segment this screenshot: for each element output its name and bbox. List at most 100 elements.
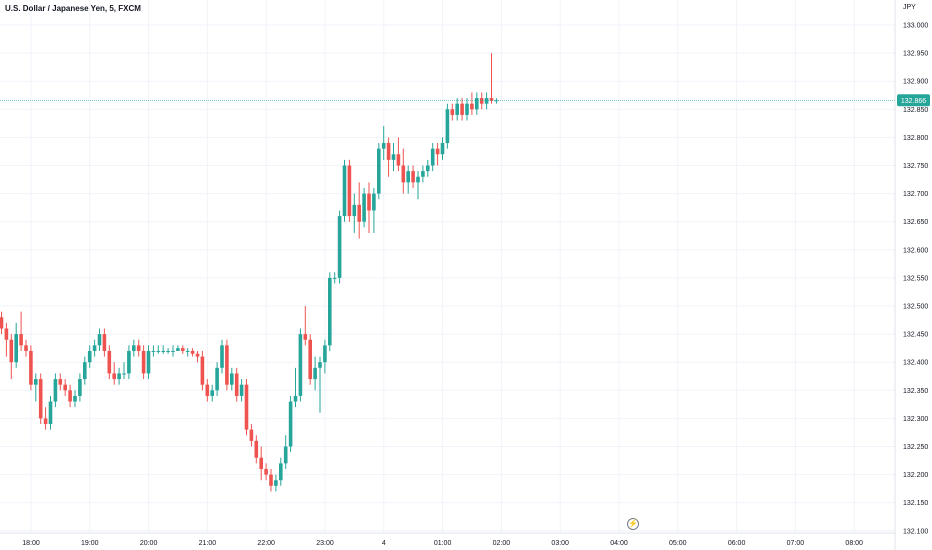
candle[interactable] <box>53 373 58 408</box>
candle[interactable] <box>264 463 268 481</box>
candle[interactable] <box>244 379 249 436</box>
candle[interactable] <box>411 165 415 188</box>
candle[interactable] <box>381 126 386 160</box>
candle[interactable] <box>9 334 14 380</box>
candle[interactable] <box>274 474 278 492</box>
candle[interactable] <box>489 53 494 104</box>
candle[interactable] <box>38 373 43 425</box>
candle[interactable] <box>416 171 420 200</box>
candle[interactable] <box>445 103 450 149</box>
candle[interactable] <box>396 137 401 172</box>
candle[interactable] <box>83 356 87 385</box>
candle[interactable] <box>102 328 107 357</box>
candle[interactable] <box>200 350 205 391</box>
candle[interactable] <box>195 350 200 363</box>
candle[interactable] <box>141 345 146 380</box>
candle[interactable] <box>332 272 337 284</box>
candle[interactable] <box>484 92 489 110</box>
candle[interactable] <box>362 187 366 228</box>
candle[interactable] <box>435 143 440 166</box>
candle[interactable] <box>288 395 293 453</box>
time-axis[interactable]: 18:00 19:00 20:00 21:00 22:00 23:00 4 01:00 02:0… <box>22 540 863 547</box>
candle[interactable] <box>293 367 298 408</box>
candle[interactable] <box>112 362 116 385</box>
flash-icon[interactable]: ⚡ <box>627 518 639 530</box>
candle[interactable] <box>0 311 4 335</box>
candle[interactable] <box>479 92 484 110</box>
candle[interactable] <box>318 356 322 413</box>
candle[interactable] <box>308 334 312 385</box>
candle[interactable] <box>337 210 342 284</box>
candle[interactable] <box>269 468 273 492</box>
candle[interactable] <box>406 165 410 194</box>
candle[interactable] <box>181 345 185 354</box>
candle[interactable] <box>372 187 376 233</box>
candles[interactable] <box>0 53 499 492</box>
candle[interactable] <box>313 356 317 391</box>
candle[interactable] <box>328 272 332 351</box>
candle[interactable] <box>132 339 136 357</box>
candle[interactable] <box>475 92 479 115</box>
candle[interactable] <box>249 424 254 447</box>
candle[interactable] <box>151 345 156 357</box>
candle[interactable] <box>176 345 180 351</box>
candle[interactable] <box>494 98 499 104</box>
candle[interactable] <box>401 148 406 194</box>
candle[interactable] <box>460 98 464 121</box>
candle[interactable] <box>254 435 259 464</box>
candle[interactable] <box>279 457 283 486</box>
candle[interactable] <box>146 345 151 380</box>
candle[interactable] <box>283 435 288 469</box>
candle[interactable] <box>421 165 425 183</box>
candle[interactable] <box>63 379 67 396</box>
candle[interactable] <box>259 446 263 481</box>
candle[interactable] <box>391 143 396 172</box>
candle[interactable] <box>24 339 28 357</box>
candle[interactable] <box>450 103 455 121</box>
candle[interactable] <box>73 390 77 408</box>
candle[interactable] <box>48 395 53 430</box>
candle[interactable] <box>465 98 469 121</box>
price-axis[interactable]: 133.000 132.950 132.900 132.850 132.800 132.7… <box>903 23 928 536</box>
candle[interactable] <box>298 328 303 402</box>
candle[interactable] <box>225 339 229 391</box>
candle[interactable] <box>205 379 210 402</box>
candle[interactable] <box>323 339 327 374</box>
candle[interactable] <box>92 339 97 357</box>
candle[interactable] <box>347 159 352 222</box>
candle[interactable] <box>156 345 161 354</box>
candle[interactable] <box>107 345 112 380</box>
candle[interactable] <box>34 373 38 402</box>
candle[interactable] <box>440 137 445 160</box>
candle[interactable] <box>19 311 23 351</box>
candle[interactable] <box>43 407 48 430</box>
candle[interactable] <box>215 362 219 396</box>
candle[interactable] <box>220 339 224 374</box>
candle[interactable] <box>234 367 239 402</box>
candle[interactable] <box>136 339 141 357</box>
candle[interactable] <box>68 384 72 408</box>
candle[interactable] <box>171 345 175 357</box>
candle[interactable] <box>97 328 102 351</box>
candle[interactable] <box>455 98 459 121</box>
symbol-title[interactable]: U.S. Dollar / Japanese Yen, 5, FXCM <box>5 4 141 13</box>
candle[interactable] <box>4 322 9 357</box>
candle[interactable] <box>426 159 430 177</box>
candle[interactable] <box>377 143 381 200</box>
candle[interactable] <box>303 306 308 346</box>
candle[interactable] <box>122 362 126 380</box>
candle[interactable] <box>78 373 82 402</box>
candle[interactable] <box>117 367 121 385</box>
candle[interactable] <box>58 373 63 391</box>
candle[interactable] <box>430 143 435 172</box>
candle[interactable] <box>14 322 18 368</box>
candle[interactable] <box>210 384 214 402</box>
candle[interactable] <box>185 348 190 357</box>
candle[interactable] <box>342 159 347 222</box>
candle[interactable] <box>367 182 371 233</box>
candle[interactable] <box>190 348 195 357</box>
candle[interactable] <box>357 182 361 239</box>
candle[interactable] <box>352 193 357 233</box>
candle[interactable] <box>386 137 391 177</box>
